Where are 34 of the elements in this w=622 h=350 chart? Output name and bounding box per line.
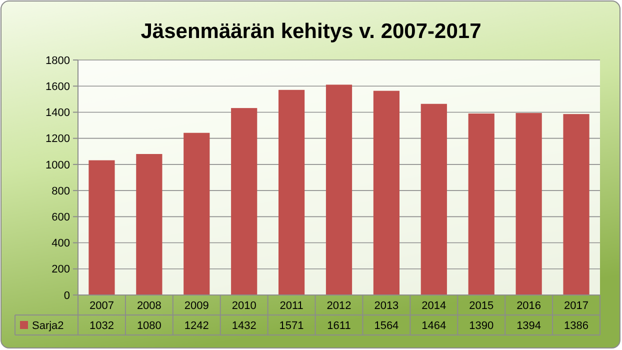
x-tick-label: 2017 [564, 300, 589, 312]
y-tick-label: 1000 [46, 159, 70, 172]
data-label: 1611 [327, 320, 351, 332]
y-tick-label: 200 [52, 264, 70, 276]
x-tick-label: 2012 [326, 300, 352, 312]
x-tick-label: 2016 [516, 300, 542, 312]
data-label: 1390 [469, 320, 494, 332]
x-tick-label: 2013 [374, 300, 399, 312]
data-label: 1386 [564, 320, 589, 332]
data-label: 1571 [279, 320, 304, 332]
data-label: 1394 [516, 320, 542, 332]
x-tick-label: 2010 [232, 300, 256, 312]
y-tick-label: 1600 [46, 80, 70, 93]
x-tick-label: 2007 [89, 300, 114, 312]
y-tick-label: 1800 [46, 54, 70, 67]
y-tick-label: 1200 [46, 133, 70, 146]
data-label: 1464 [422, 320, 446, 332]
data-label: 1242 [184, 320, 209, 332]
y-tick-label: 400 [52, 238, 70, 250]
x-tick-label: 2008 [136, 300, 162, 312]
x-tick-label: 2014 [422, 300, 446, 312]
data-label: 1032 [89, 320, 114, 332]
chart-title: Jäsenmäärän kehitys v. 2007-2017 [140, 20, 482, 43]
data-label: 1432 [232, 320, 256, 332]
y-tick-label: 600 [52, 212, 70, 224]
y-tick-label: 0 [64, 290, 70, 302]
x-tick-label: 2009 [184, 300, 209, 312]
x-tick-label: 2015 [469, 300, 494, 312]
y-tick-label: 800 [52, 185, 70, 198]
x-tick-label: 2011 [280, 300, 304, 312]
y-tick-label: 1400 [46, 107, 70, 120]
data-label: 1564 [374, 320, 399, 332]
legend-label: Sarja2 [32, 320, 64, 332]
data-label: 1080 [136, 320, 162, 332]
